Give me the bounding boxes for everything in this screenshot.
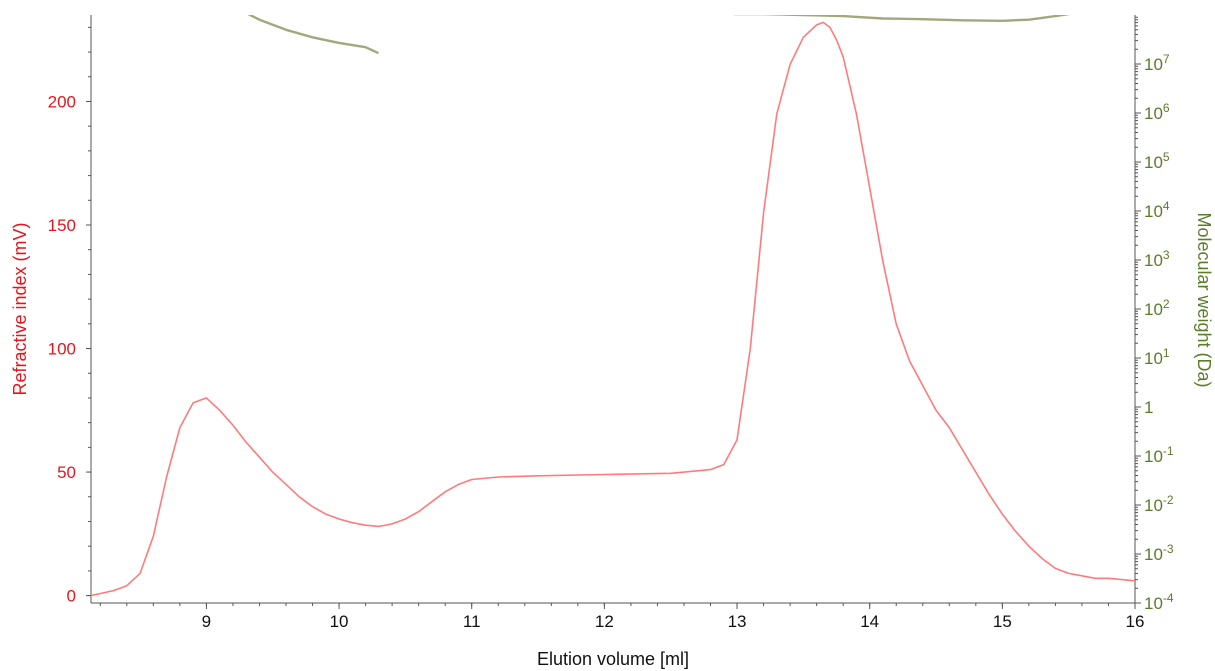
molecular-weight-line: [247, 15, 379, 54]
y-right-tick-label: 103: [1144, 248, 1170, 270]
y-left-tick-label: 200: [48, 92, 76, 111]
x-tick-label: 9: [202, 612, 211, 631]
y-right-tick-label: 10-2: [1144, 493, 1174, 515]
refractive-index-line: [91, 21, 1135, 597]
x-tick-label: 14: [860, 612, 879, 631]
molecular-weight-line: [1075, 6, 1108, 13]
axes: [86, 15, 1141, 609]
y-right-tick-label: 104: [1144, 199, 1170, 221]
x-axis-title: Elution volume [ml]: [537, 649, 689, 669]
y-left-tick-label: 50: [57, 463, 76, 482]
y-axis-right-title: Molecular weight (Da): [1194, 212, 1214, 387]
y-right-tick-label: 10-1: [1144, 444, 1174, 466]
y-right-tick-label: 105: [1144, 150, 1170, 172]
plot-area: [91, 6, 1135, 597]
y-axis-left-title: Refractive index (mV): [10, 222, 30, 395]
y-right-tick-label: 10-3: [1144, 542, 1174, 564]
molecular-weight-line: [733, 15, 1071, 22]
y-right-tick-label: 1: [1144, 398, 1153, 417]
x-tick-label: 12: [595, 612, 614, 631]
y-right-tick-label: 106: [1144, 101, 1170, 123]
x-tick-label: 10: [330, 612, 349, 631]
x-tick-label: 15: [993, 612, 1012, 631]
y-left-tick-label: 0: [67, 587, 76, 606]
y-right-tick-label: 107: [1144, 52, 1170, 74]
tick-labels: 9 10 11 12 13 14 15 1605010015020010-410-310-21…: [48, 52, 1174, 631]
y-right-tick-label: 101: [1144, 346, 1170, 368]
y-right-tick-label: 10-4: [1144, 591, 1174, 613]
y-right-tick-label: 102: [1144, 297, 1170, 319]
y-left-tick-label: 150: [48, 216, 76, 235]
x-tick-label: 11: [463, 612, 481, 631]
x-tick-label: 16: [1126, 612, 1145, 631]
x-tick-label: 13: [728, 612, 747, 631]
y-left-tick-label: 100: [48, 340, 76, 359]
